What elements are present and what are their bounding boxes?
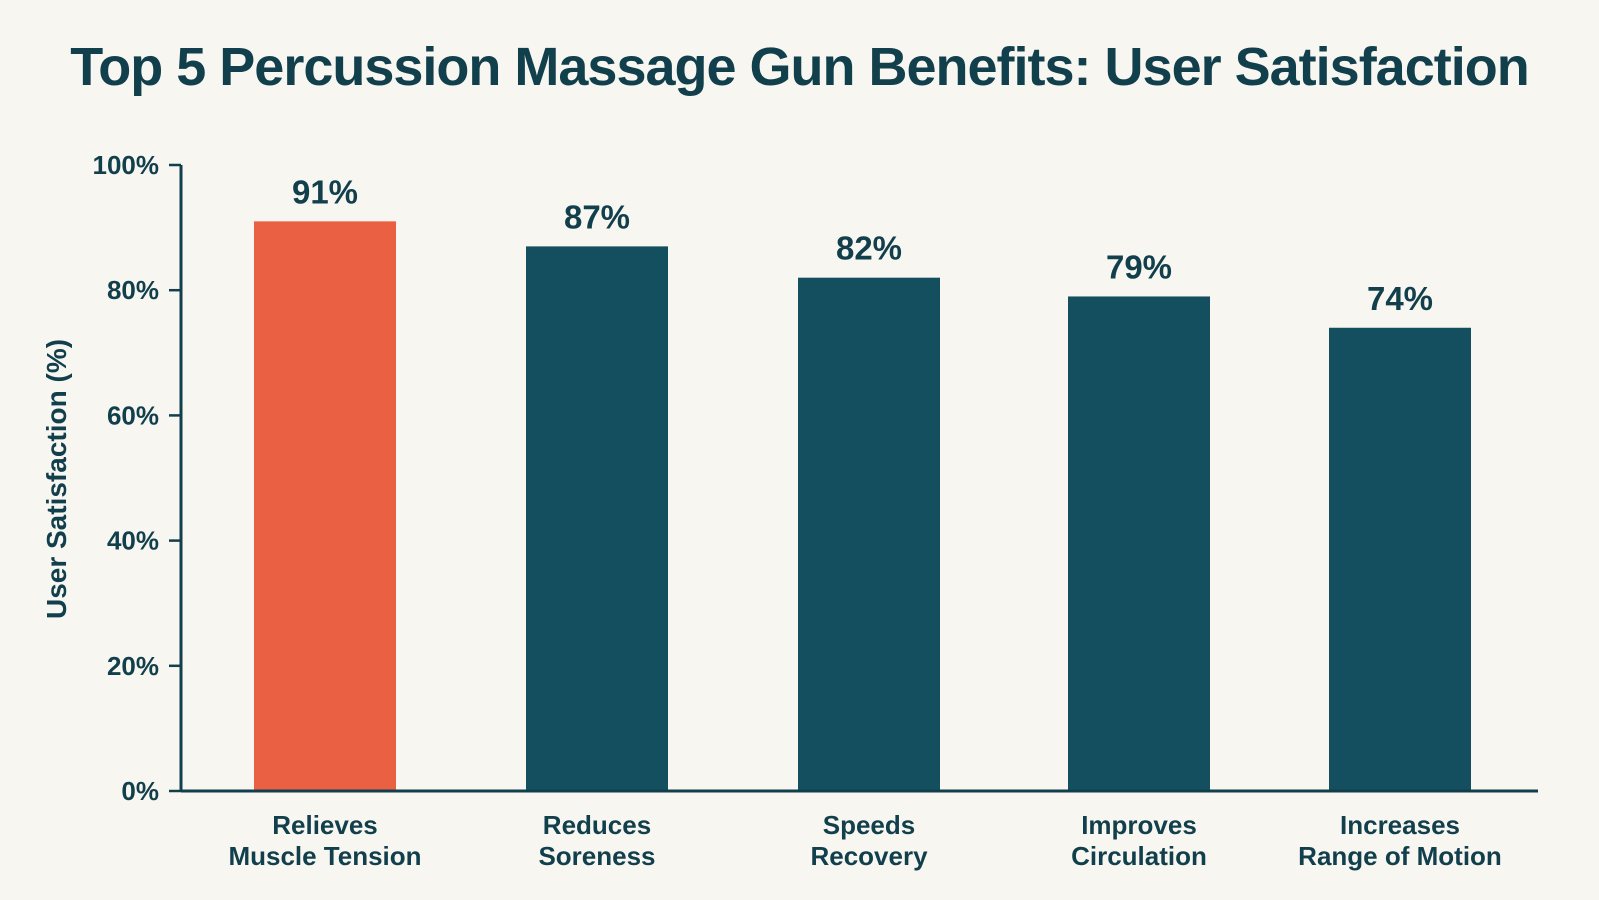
bar (526, 246, 668, 791)
x-tick-label-line: Reduces (543, 810, 651, 840)
bar-value-label: 74% (1367, 280, 1433, 317)
y-axis: User Satisfaction (%) (41, 339, 72, 619)
bar (1329, 327, 1471, 791)
x-tick-label-line: Recovery (810, 841, 928, 871)
y-tick-label: 0% (121, 776, 159, 806)
bar (254, 221, 396, 792)
x-tick-label-line: Circulation (1071, 841, 1207, 871)
x-tick-label: Improves Circulation (1071, 810, 1207, 871)
value-labels: 91% 87% 82% 79% 74% (292, 173, 1433, 316)
y-tick-label: 20% (107, 651, 159, 681)
x-tick-label-line: Muscle Tension (228, 841, 421, 871)
y-tick-label: 100% (93, 150, 160, 180)
x-tick-label-line: Range of Motion (1298, 841, 1502, 871)
bar-value-label: 79% (1106, 248, 1172, 285)
bar (1068, 296, 1210, 791)
x-tick-label-line: Relieves (272, 810, 378, 840)
bars (254, 221, 1471, 792)
x-tick-label-line: Speeds (823, 810, 916, 840)
x-tick-label: Speeds Recovery (810, 810, 928, 871)
x-tick-label-line: Increases (1340, 810, 1460, 840)
x-tick-label-line: Improves (1081, 810, 1197, 840)
x-tick-label-line: Soreness (538, 841, 655, 871)
axes (179, 165, 1538, 793)
y-tick-label: 60% (107, 400, 159, 430)
bar-value-label: 91% (292, 173, 358, 210)
bar-value-label: 87% (564, 198, 630, 235)
y-tick-label: 40% (107, 526, 159, 556)
x-tick-label: Relieves Muscle Tension (228, 810, 421, 871)
category-labels: Relieves Muscle Tension Reduces Soreness Spe… (228, 810, 1501, 871)
bar (798, 277, 940, 791)
y-ticks: 0% 20% 40% 60% 80% 100% (93, 150, 181, 806)
y-tick-label: 80% (107, 275, 159, 305)
x-tick-label: Reduces Soreness (538, 810, 655, 871)
x-tick-label: Increases Range of Motion (1298, 810, 1502, 871)
chart-title: Top 5 Percussion Massage Gun Benefits: U… (70, 37, 1529, 97)
bar-value-label: 82% (836, 230, 902, 267)
y-axis-title: User Satisfaction (%) (41, 339, 72, 619)
